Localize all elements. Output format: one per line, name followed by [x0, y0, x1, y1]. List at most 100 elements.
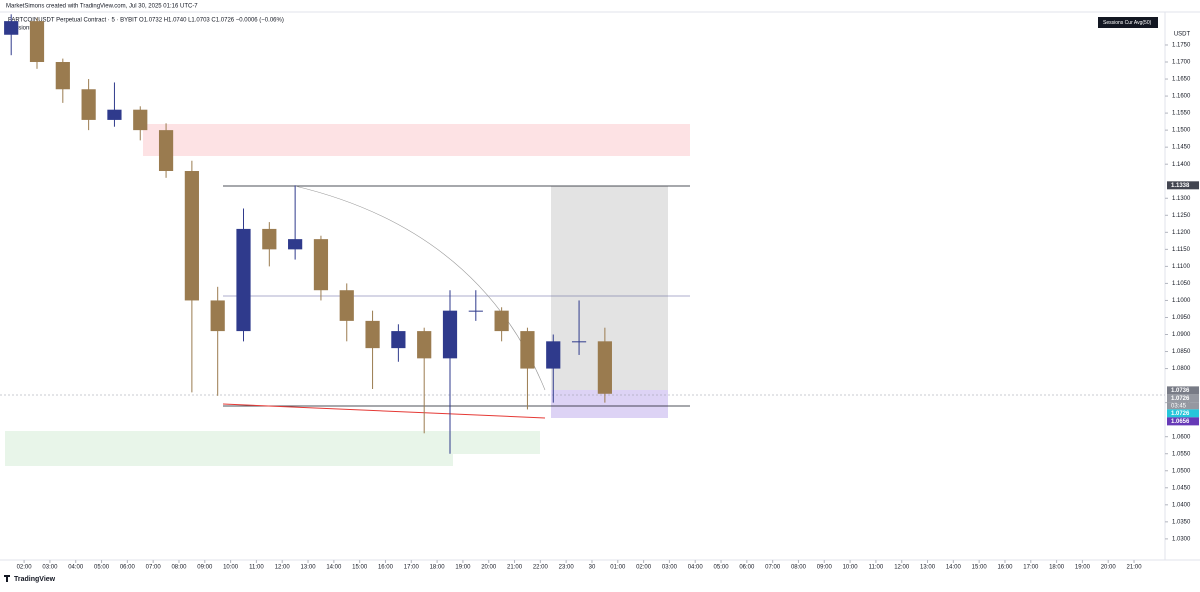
y-tick-label: 1.0800 [1172, 366, 1191, 372]
x-tick-label: 13:00 [301, 565, 317, 571]
x-tick-label: 02:00 [636, 565, 652, 571]
candle-body [184, 171, 199, 301]
y-tick-label: 1.0300 [1172, 536, 1191, 542]
x-tick-label: 04:00 [688, 565, 704, 571]
sessions-legend: Sessions Cur Avg(50) [1103, 20, 1152, 26]
x-tick-label: 17:00 [1023, 565, 1039, 571]
candle-body [339, 290, 354, 321]
x-tick-label: 11:00 [249, 565, 264, 571]
stop-zone [551, 390, 668, 418]
price-badge-label: 1.1338 [1171, 183, 1190, 189]
x-tick-label: 20:00 [1101, 565, 1117, 571]
price-badge-label: 1.0736 [1171, 388, 1190, 394]
countdown: 03:45 [1171, 403, 1187, 409]
candle-body [520, 331, 535, 369]
candle-body [571, 341, 587, 343]
x-tick-label: 12:00 [894, 565, 910, 571]
x-tick-label: 06:00 [120, 565, 136, 571]
x-tick-label: 16:00 [378, 565, 394, 571]
y-tick-label: 1.1700 [1172, 60, 1191, 66]
x-tick-label: 17:00 [404, 565, 420, 571]
x-tick-label: 07:00 [765, 565, 781, 571]
candle-body [29, 21, 45, 63]
x-tick-label: 21:00 [1127, 565, 1143, 571]
candle-body [288, 239, 303, 250]
x-tick-label: 19:00 [455, 565, 471, 571]
candle-body [133, 109, 148, 131]
y-tick-label: 1.1100 [1172, 264, 1191, 270]
x-tick-label: 13:00 [920, 565, 936, 571]
attribution: MarketSimons created with TradingView.co… [6, 4, 198, 10]
y-tick-label: 1.1500 [1172, 128, 1191, 134]
candle-body [262, 228, 277, 250]
candle-body [442, 310, 458, 359]
y-tick-label: 1.0600 [1172, 434, 1191, 440]
x-tick-label: 22:00 [533, 565, 549, 571]
x-tick-label: 04:00 [68, 565, 84, 571]
x-tick-label: 10:00 [223, 565, 239, 571]
price-badge [1167, 386, 1199, 395]
x-tick-label: 08:00 [171, 565, 187, 571]
x-tick-label: 15:00 [972, 565, 988, 571]
candle-body [158, 130, 174, 172]
supply-zone [143, 124, 690, 156]
candle-body [236, 228, 251, 332]
x-tick-label: 14:00 [326, 565, 342, 571]
y-tick-label: 1.0500 [1172, 468, 1191, 474]
candle-body [417, 331, 432, 359]
candle-body [313, 239, 329, 291]
x-tick-label: 01:00 [610, 565, 626, 571]
y-tick-label: 1.0850 [1172, 349, 1191, 355]
candle-body [597, 341, 612, 394]
x-tick-label: 05:00 [94, 565, 110, 571]
demand-zone [5, 431, 453, 466]
candle-body [365, 320, 380, 349]
y-tick-label: 1.1050 [1172, 281, 1191, 287]
y-tick-label: 1.1200 [1172, 230, 1191, 236]
y-tick-label: 1.1550 [1172, 111, 1191, 117]
y-tick-label: 1.1650 [1172, 77, 1191, 83]
price-badge [1167, 409, 1199, 418]
x-tick-label: 11:00 [869, 565, 884, 571]
y-tick-label: 1.1150 [1172, 247, 1191, 253]
y-tick-label: 1.0450 [1172, 485, 1191, 491]
x-tick-label: 18:00 [1049, 565, 1065, 571]
price-badge [1167, 181, 1199, 190]
y-tick-label: 1.0350 [1172, 519, 1191, 525]
x-tick-label: 23:00 [559, 565, 575, 571]
currency: USDT [1174, 32, 1191, 38]
candle-body [107, 109, 122, 120]
y-tick-label: 1.0950 [1172, 315, 1191, 321]
x-tick-label: 06:00 [739, 565, 755, 571]
x-tick-label: 03:00 [42, 565, 58, 571]
candle-body [55, 62, 70, 90]
footer-logo: TradingView [14, 576, 56, 583]
x-tick-label: 20:00 [481, 565, 497, 571]
logo-icon [4, 575, 10, 582]
x-tick-label: 05:00 [714, 565, 730, 571]
x-tick-label: 08:00 [791, 565, 807, 571]
candle-body [391, 331, 406, 349]
x-tick-label: 30 [589, 565, 596, 571]
x-tick-label: 02:00 [17, 565, 33, 571]
symbol-line: FARTCOINUSDT Perpetual Contract · 5 · BY… [8, 18, 284, 24]
price-badge [1167, 394, 1199, 403]
x-tick-label: 19:00 [1075, 565, 1091, 571]
price-badge-label: 1.0656 [1171, 419, 1190, 425]
y-tick-label: 1.0550 [1172, 451, 1191, 457]
x-tick-label: 21:00 [507, 565, 523, 571]
indicator-name: Sessions [8, 26, 32, 32]
y-tick-label: 1.1000 [1172, 298, 1191, 304]
x-tick-label: 16:00 [997, 565, 1013, 571]
x-tick-label: 14:00 [946, 565, 962, 571]
y-tick-label: 1.1750 [1172, 43, 1191, 49]
countdown-badge [1167, 402, 1199, 410]
y-tick-label: 1.0900 [1172, 332, 1191, 338]
y-tick-label: 1.1600 [1172, 94, 1191, 100]
demand-zone [453, 431, 540, 454]
x-tick-label: 15:00 [352, 565, 368, 571]
candle-body [468, 310, 483, 312]
x-tick-label: 09:00 [197, 565, 213, 571]
